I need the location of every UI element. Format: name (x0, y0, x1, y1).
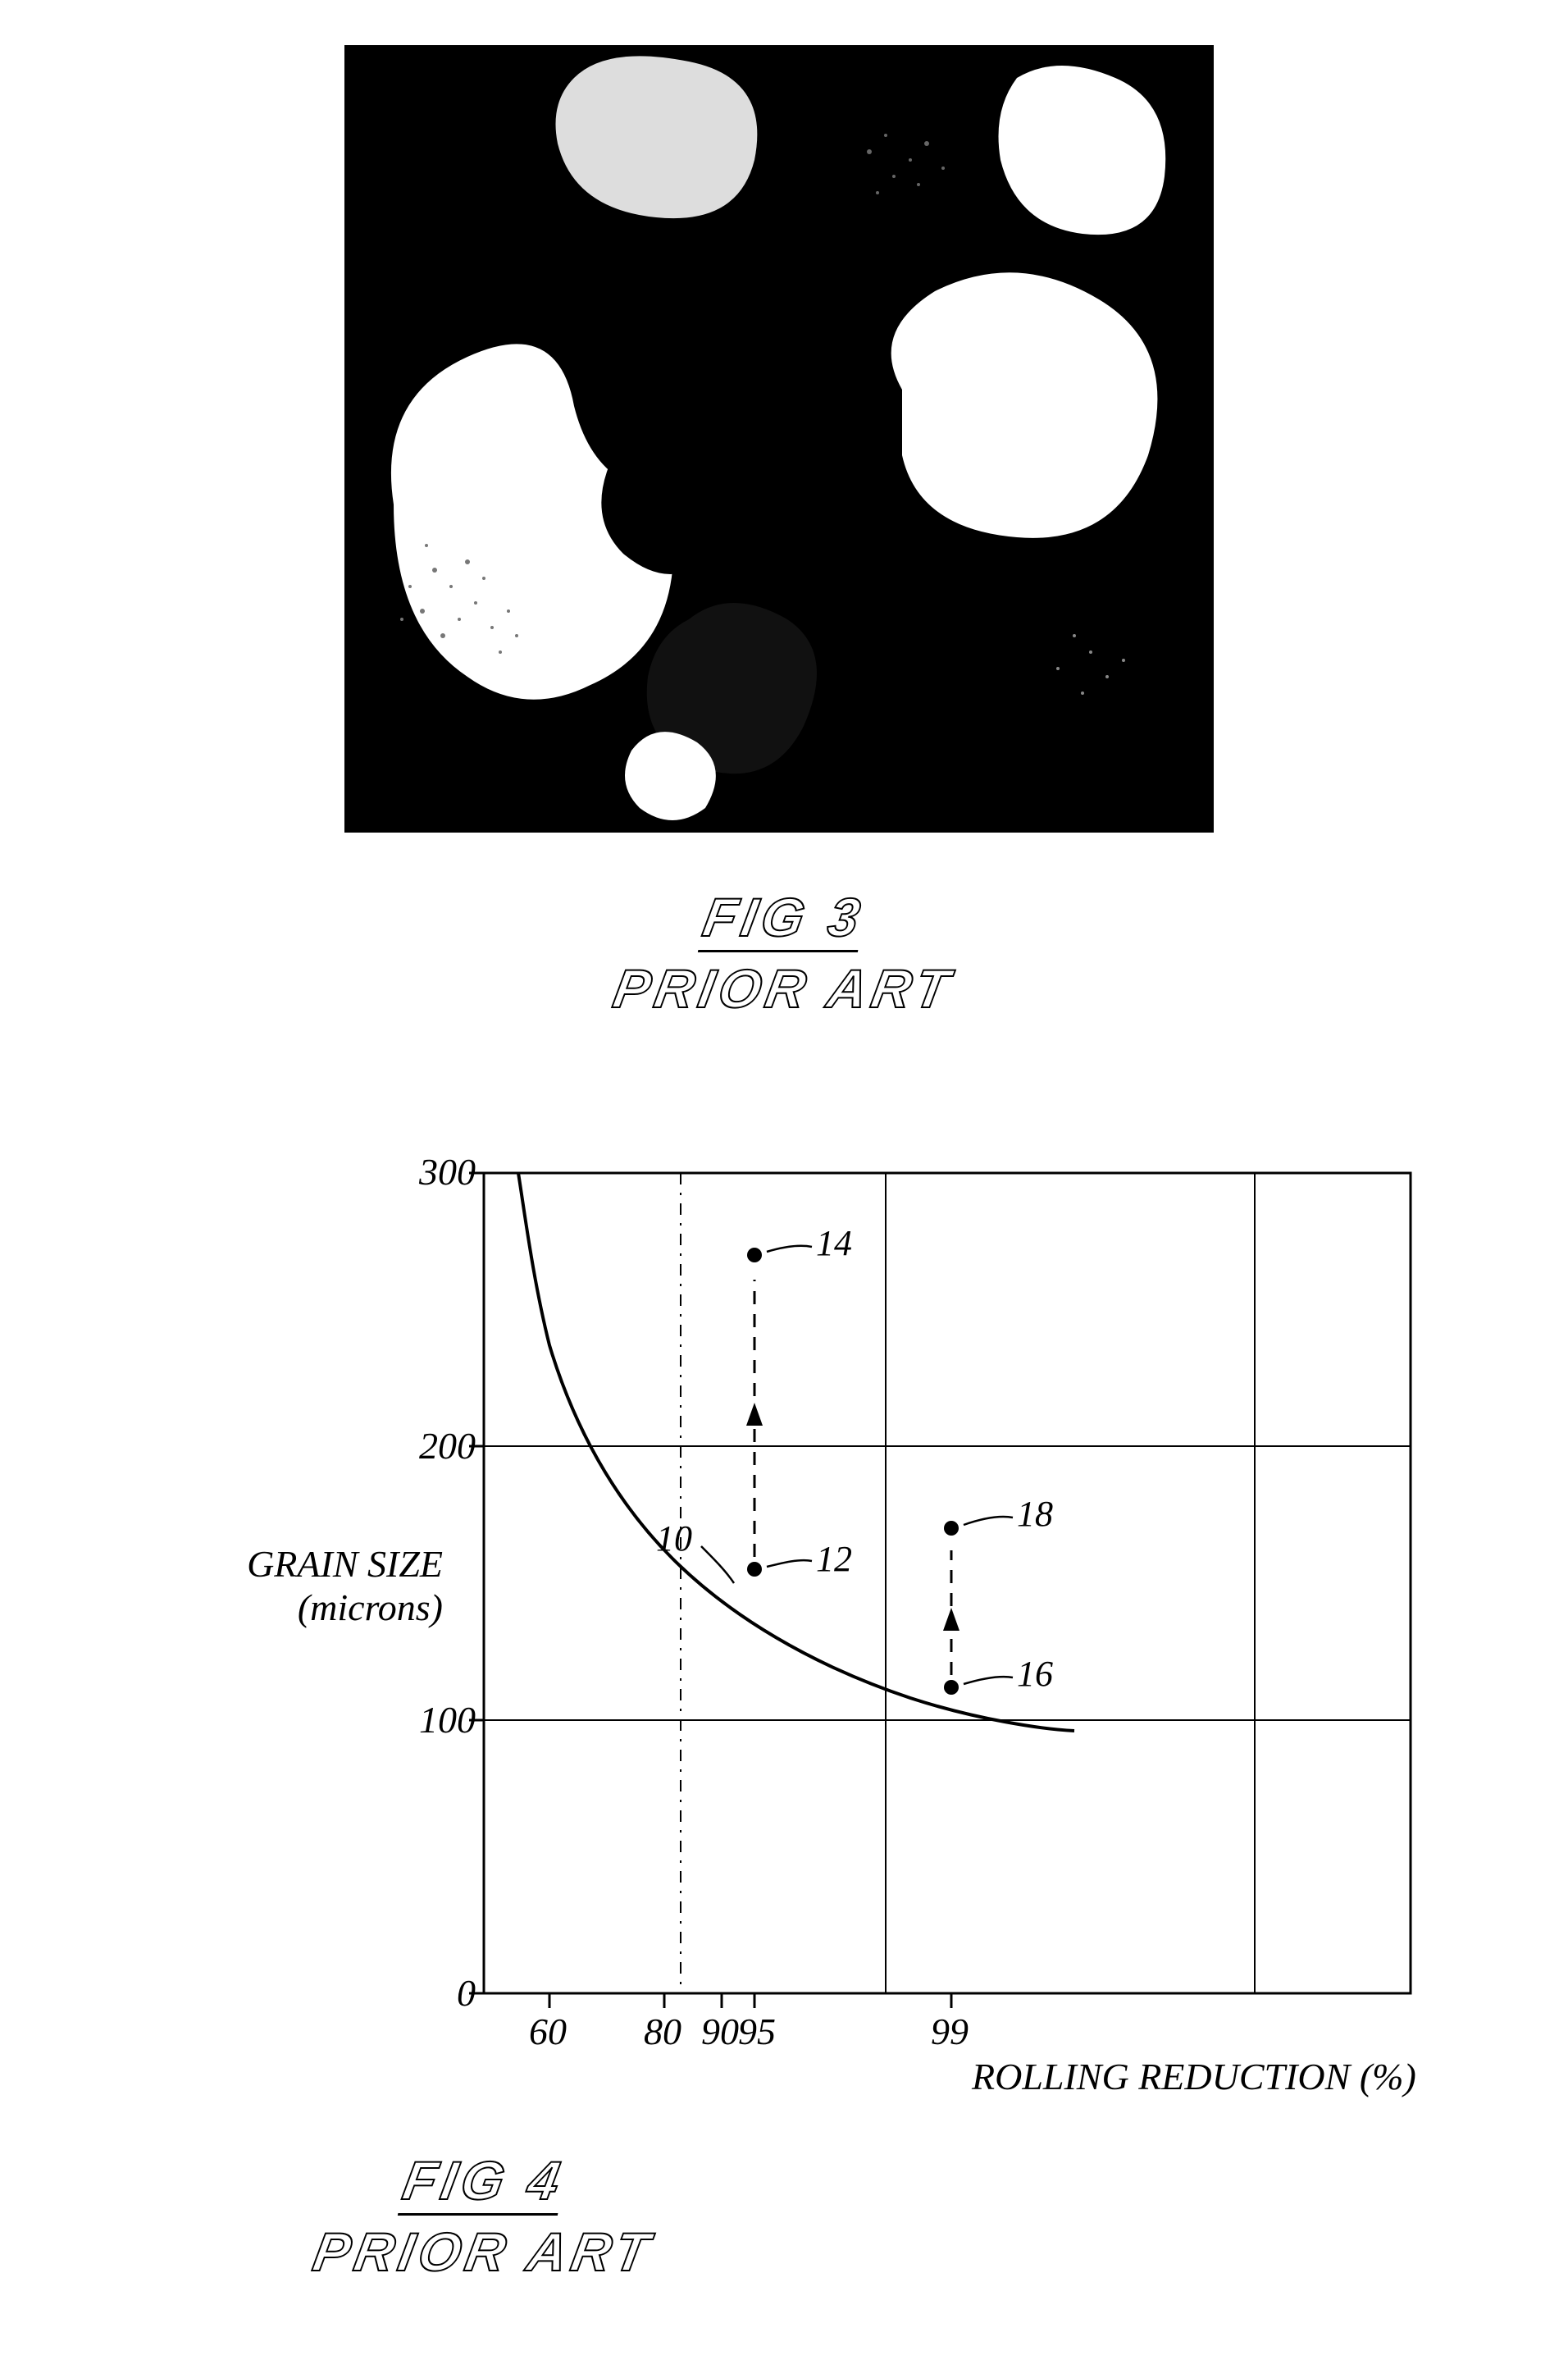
y-axis-label-line2: (microns) (197, 1586, 443, 1629)
x-axis-label: ROLLING REDUCTION (%) (972, 2055, 1416, 2098)
y-tick-200: 200 (418, 1424, 476, 1467)
page: FIG 3 PRIOR ART GRAIN SIZE (microns) 300… (0, 0, 1568, 2378)
y-tick-100: 100 (418, 1698, 476, 1741)
y-tick-0: 0 (443, 1971, 476, 2015)
x-tick-90: 90 (701, 2010, 739, 2053)
fig4-caption-line1: FIG 4 (398, 2149, 569, 2216)
x-tick-80: 80 (644, 2010, 681, 2053)
fig3-caption-line1: FIG 3 (698, 886, 869, 952)
fig4-chart: GRAIN SIZE (microns) 300 200 100 0 60 80… (197, 1165, 1443, 2084)
point-label-16: 16 (1017, 1653, 1053, 1695)
fig3-caption: FIG 3 PRIOR ART (0, 886, 1568, 1021)
point-label-14: 14 (816, 1222, 852, 1264)
x-tick-60: 60 (529, 2010, 567, 2053)
fig3-micrograph (344, 45, 1214, 833)
fig3-caption-line2: PRIOR ART (609, 957, 959, 1020)
point-label-12: 12 (816, 1538, 852, 1580)
curve-label-10: 10 (656, 1518, 692, 1559)
x-tick-99: 99 (931, 2010, 969, 2053)
fig4-caption: FIG 4 PRIOR ART (156, 2149, 812, 2284)
point-label-18: 18 (1017, 1493, 1053, 1535)
y-axis-label: GRAIN SIZE (microns) (197, 1542, 443, 1629)
fig4-caption-line2: PRIOR ART (309, 2221, 659, 2283)
x-tick-95: 95 (738, 2010, 776, 2053)
y-tick-300: 300 (418, 1150, 476, 1194)
y-axis-label-line1: GRAIN SIZE (197, 1542, 443, 1586)
